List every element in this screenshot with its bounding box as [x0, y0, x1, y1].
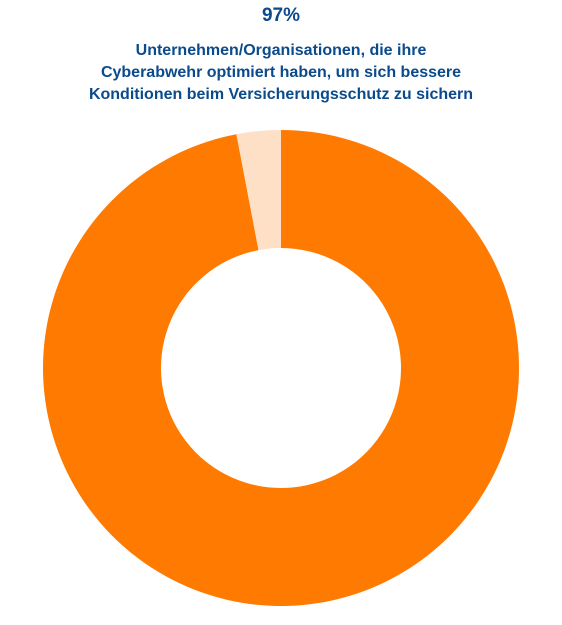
- chart-title-line-3: Konditionen beim Versicherungsschutz zu …: [88, 86, 474, 103]
- chart-title-line-2: Cyberabwehr optimiert haben, um sich bes…: [100, 64, 462, 81]
- chart-title: Unternehmen/Organisationen, die ihre Cyb…: [0, 40, 562, 106]
- chart-title-line-1: Unternehmen/Organisationen, die ihre: [135, 42, 427, 59]
- chart-headline-value: 97%: [261, 5, 301, 26]
- donut-slice-2: [236, 130, 281, 251]
- donut-slice-1: [43, 130, 520, 606]
